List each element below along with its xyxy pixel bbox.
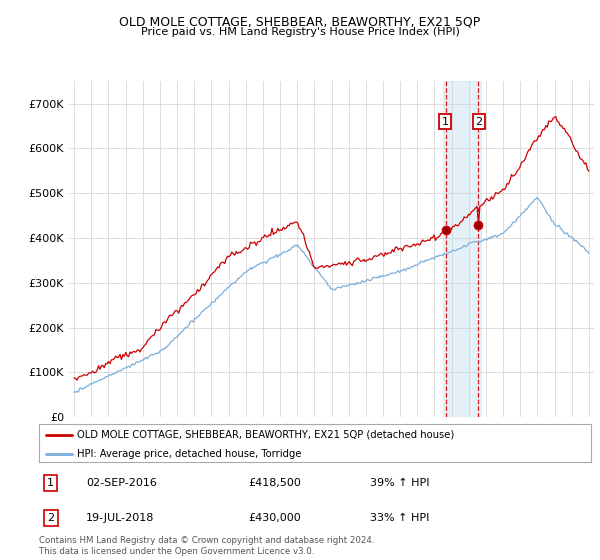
Bar xyxy=(443,81,481,417)
Text: 02-SEP-2016: 02-SEP-2016 xyxy=(86,478,157,488)
Text: Contains HM Land Registry data © Crown copyright and database right 2024.
This d: Contains HM Land Registry data © Crown c… xyxy=(39,536,374,556)
Text: £418,500: £418,500 xyxy=(249,478,302,488)
Text: OLD MOLE COTTAGE, SHEBBEAR, BEAWORTHY, EX21 5QP: OLD MOLE COTTAGE, SHEBBEAR, BEAWORTHY, E… xyxy=(119,16,481,29)
Text: Price paid vs. HM Land Registry's House Price Index (HPI): Price paid vs. HM Land Registry's House … xyxy=(140,27,460,37)
Text: 19-JUL-2018: 19-JUL-2018 xyxy=(86,514,154,523)
Text: HPI: Average price, detached house, Torridge: HPI: Average price, detached house, Torr… xyxy=(77,449,301,459)
Text: £430,000: £430,000 xyxy=(249,514,302,523)
Text: OLD MOLE COTTAGE, SHEBBEAR, BEAWORTHY, EX21 5QP (detached house): OLD MOLE COTTAGE, SHEBBEAR, BEAWORTHY, E… xyxy=(77,430,454,440)
Text: 2: 2 xyxy=(47,514,55,523)
Text: 1: 1 xyxy=(47,478,54,488)
Text: 33% ↑ HPI: 33% ↑ HPI xyxy=(370,514,430,523)
Text: 2: 2 xyxy=(475,116,482,127)
Text: 39% ↑ HPI: 39% ↑ HPI xyxy=(370,478,430,488)
Text: 1: 1 xyxy=(442,116,449,127)
